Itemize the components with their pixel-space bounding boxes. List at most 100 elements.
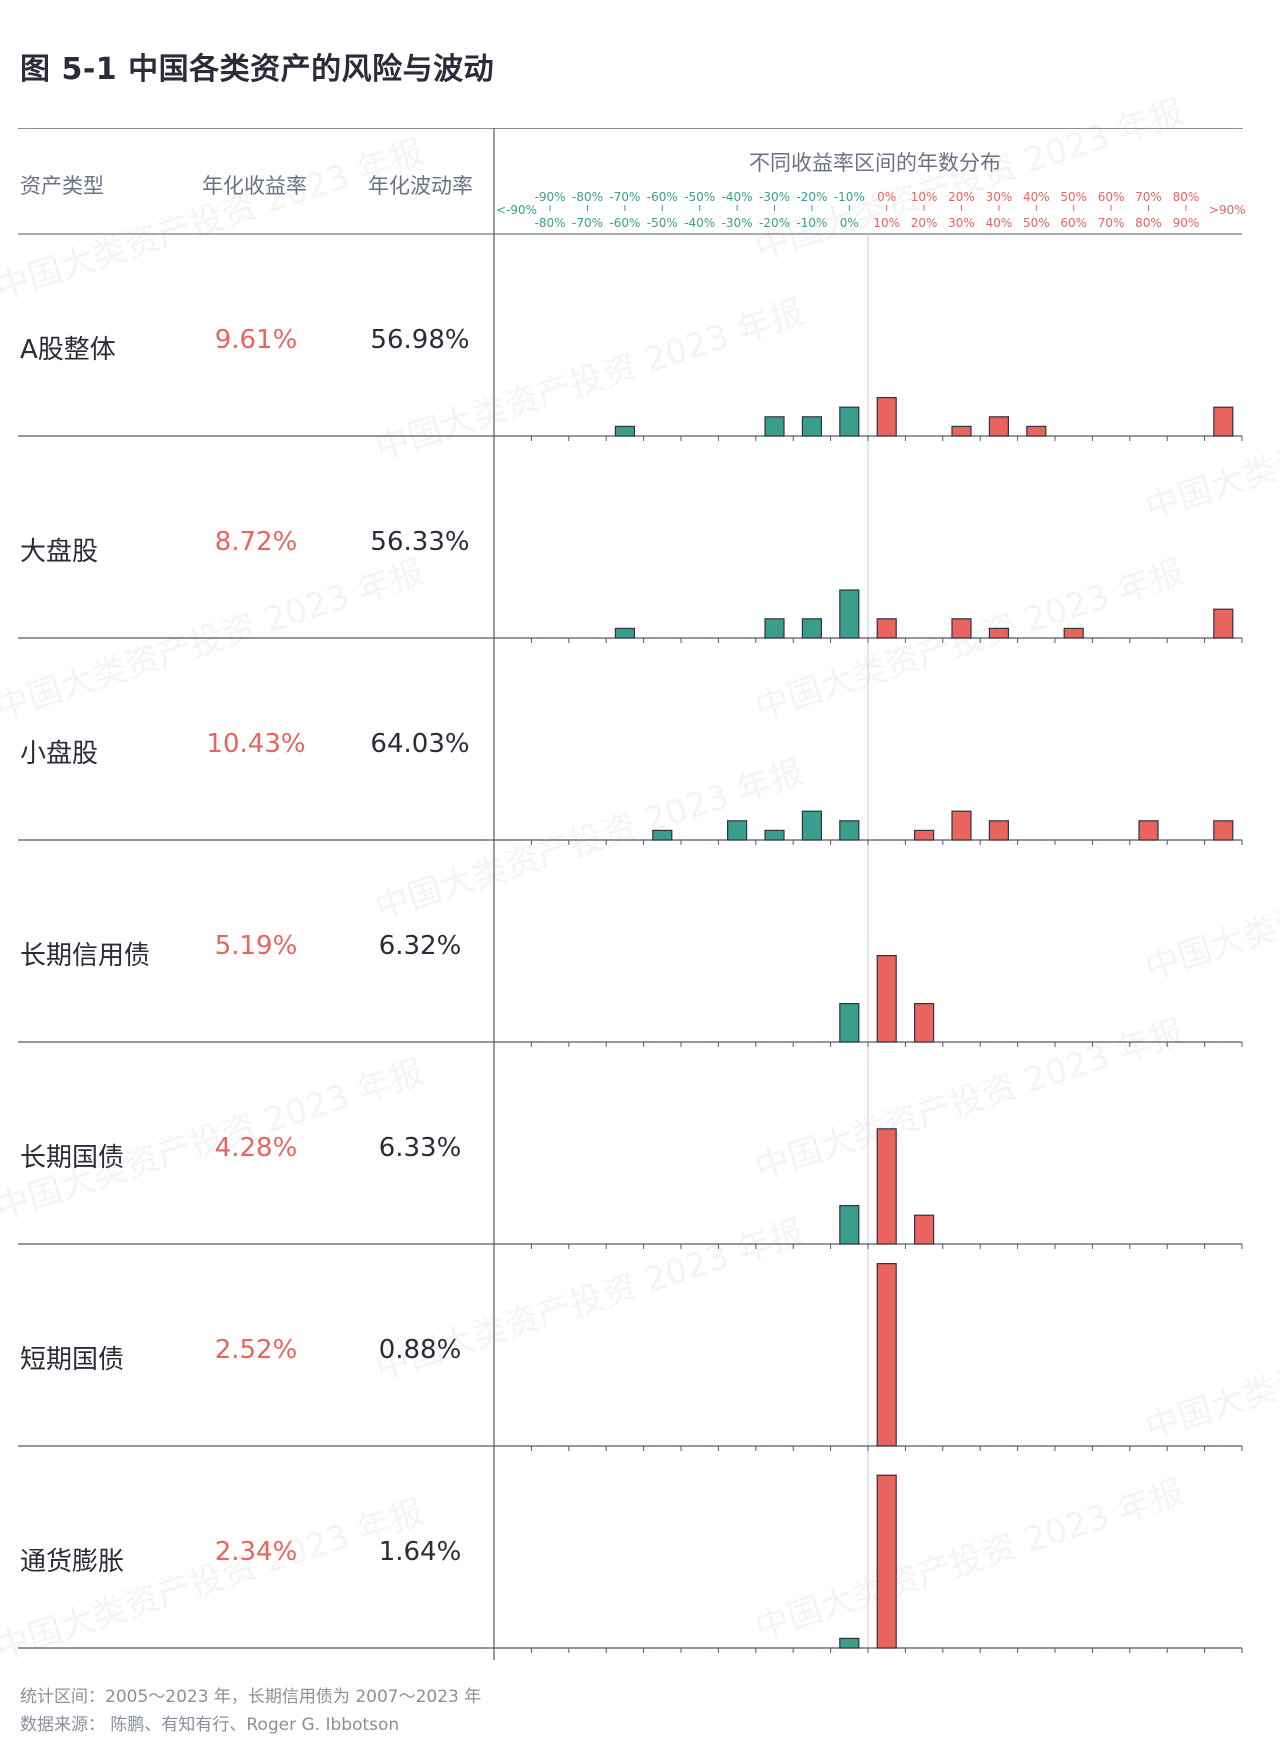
- annual-volatility: 64.03%: [370, 729, 470, 760]
- asset-name: A股整体: [20, 335, 116, 366]
- tick-label-top: 10%: [911, 190, 938, 204]
- bar: [988, 820, 1010, 841]
- bar: [1213, 820, 1234, 841]
- annual-return: 9.61%: [214, 325, 298, 356]
- asset-name: 通货膨胀: [20, 1547, 125, 1578]
- bar: [764, 618, 785, 639]
- annual-return: 8.72%: [214, 527, 298, 558]
- annual-volatility: 1.64%: [378, 1537, 462, 1568]
- asset-name: 短期国债: [20, 1345, 125, 1376]
- bar: [801, 810, 823, 841]
- tick-label-top: 0%: [877, 190, 896, 204]
- bar: [876, 954, 897, 1043]
- bar: [876, 1474, 897, 1649]
- tick-label-bottom: 80%: [1135, 216, 1162, 230]
- bar: [839, 406, 860, 437]
- bar: [913, 1214, 935, 1245]
- footnote-period: 统计区间：2005～2023 年，长期信用债为 2007～2023 年: [20, 1687, 482, 1707]
- tick-label-bottom: 70%: [1098, 216, 1125, 230]
- tick-label: <-90%: [496, 203, 537, 217]
- tick-label-bottom: -40%: [684, 216, 715, 230]
- tick-label-top: -10%: [834, 190, 865, 204]
- annual-volatility: 6.33%: [378, 1133, 462, 1164]
- tick-label-top: -70%: [609, 190, 640, 204]
- bar: [876, 1128, 897, 1245]
- bar: [1026, 425, 1047, 437]
- tick-label: >90%: [1209, 203, 1246, 217]
- bar: [988, 627, 1010, 639]
- bar: [764, 829, 785, 841]
- header-asset-type: 资产类型: [20, 174, 104, 198]
- tick-label-top: -20%: [796, 190, 827, 204]
- tick-label-bottom: 20%: [911, 216, 938, 230]
- bar: [876, 397, 897, 437]
- tick-label-bottom: -20%: [759, 216, 790, 230]
- tick-label-bottom: 60%: [1060, 216, 1087, 230]
- bar: [839, 589, 860, 639]
- tick-label-top: -40%: [722, 190, 753, 204]
- figure-title: 图 5-1 中国各类资产的风险与波动: [20, 52, 495, 87]
- tick-label-bottom: -70%: [572, 216, 603, 230]
- header-annual-return: 年化收益率: [202, 174, 307, 198]
- annual-volatility: 0.88%: [378, 1335, 462, 1366]
- bar: [1138, 820, 1159, 841]
- bar: [913, 829, 935, 841]
- bar: [614, 425, 636, 437]
- tick-label-bottom: 40%: [986, 216, 1013, 230]
- tick-label-top: 30%: [986, 190, 1013, 204]
- bar: [913, 1002, 935, 1043]
- asset-name: 小盘股: [20, 739, 99, 770]
- annual-volatility: 56.33%: [370, 527, 470, 558]
- bar: [614, 627, 636, 639]
- bar: [764, 416, 785, 437]
- tick-label-bottom: -80%: [535, 216, 566, 230]
- bar: [801, 618, 823, 639]
- tick-label-top: -50%: [684, 190, 715, 204]
- tick-label-bottom: 30%: [948, 216, 975, 230]
- asset-name: 大盘股: [20, 537, 99, 568]
- bar: [1213, 608, 1234, 639]
- bar: [652, 829, 673, 841]
- annual-return: 4.28%: [214, 1133, 298, 1164]
- annual-volatility: 6.32%: [378, 931, 462, 962]
- tick-label-top: 40%: [1023, 190, 1050, 204]
- bar: [839, 820, 860, 841]
- tick-label-top: 60%: [1098, 190, 1125, 204]
- header-distribution: 不同收益率区间的年数分布: [749, 151, 1001, 175]
- tick-label-top: -80%: [572, 190, 603, 204]
- tick-label-bottom: 90%: [1173, 216, 1200, 230]
- bar: [876, 618, 897, 639]
- bar: [1213, 406, 1234, 437]
- tick-label-bottom: 10%: [873, 216, 900, 230]
- bar: [1063, 627, 1084, 639]
- annual-return: 10.43%: [206, 729, 306, 760]
- tick-label-top: -90%: [535, 190, 566, 204]
- header-annual-volatility: 年化波动率: [368, 174, 473, 198]
- bar: [801, 416, 823, 437]
- annual-volatility: 56.98%: [370, 325, 470, 356]
- bar: [988, 416, 1010, 437]
- tick-label-top: 80%: [1173, 190, 1200, 204]
- tick-label-bottom: -30%: [722, 216, 753, 230]
- footnote-source: 数据来源： 陈鹏、有知有行、Roger G. Ibbotson: [20, 1715, 400, 1735]
- bar: [951, 810, 972, 841]
- tick-label-bottom: -50%: [647, 216, 678, 230]
- tick-label-bottom: 0%: [840, 216, 859, 230]
- bar: [839, 1637, 860, 1649]
- tick-label-top: 50%: [1060, 190, 1087, 204]
- tick-label-bottom: 50%: [1023, 216, 1050, 230]
- asset-name: 长期国债: [20, 1143, 125, 1174]
- tick-label-top: 70%: [1135, 190, 1162, 204]
- tick-label-top: -30%: [759, 190, 790, 204]
- top-divider: [18, 128, 1243, 129]
- asset-name: 长期信用债: [20, 941, 151, 972]
- bar: [839, 1002, 860, 1043]
- bar: [839, 1204, 860, 1245]
- bar: [876, 1262, 897, 1447]
- tick-label-bottom: -60%: [609, 216, 640, 230]
- annual-return: 5.19%: [214, 931, 298, 962]
- bar: [951, 425, 972, 437]
- tick-label-top: -60%: [647, 190, 678, 204]
- bar: [951, 618, 972, 639]
